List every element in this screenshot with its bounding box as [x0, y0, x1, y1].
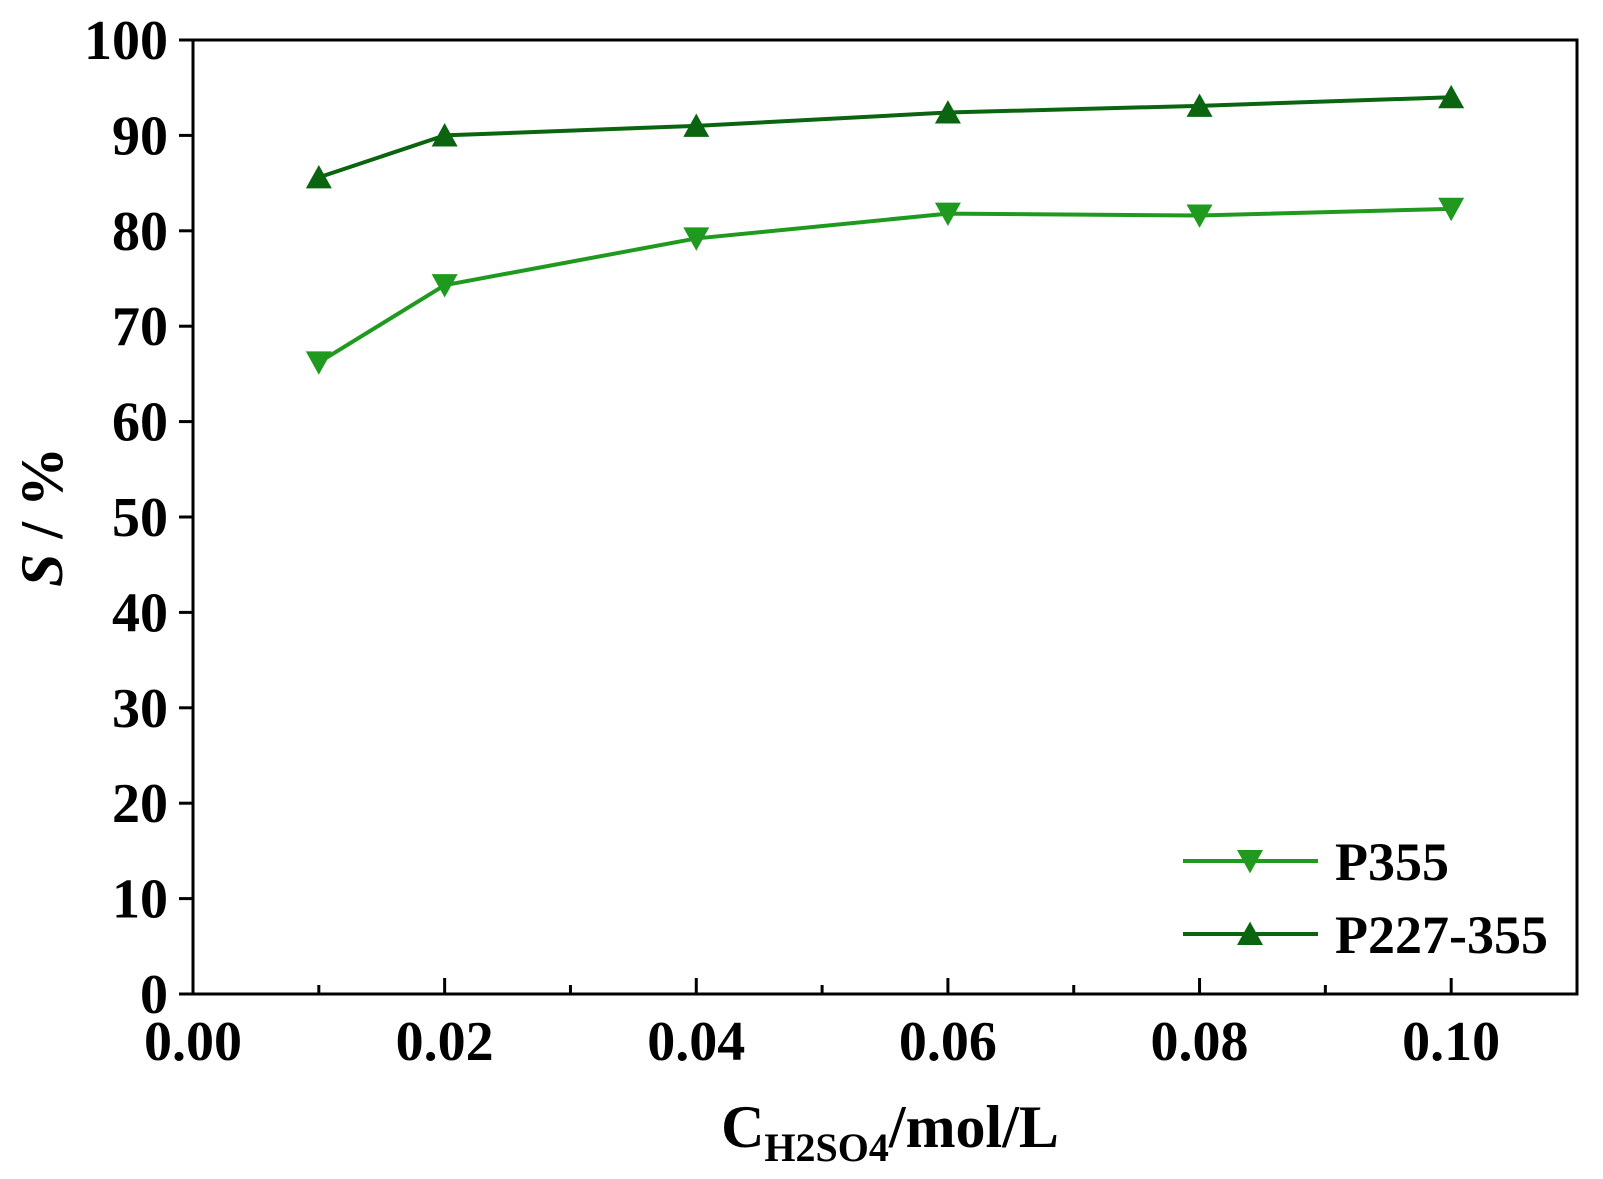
- data-point-p227-355: [934, 100, 961, 124]
- y-tick-label: 80: [112, 201, 168, 263]
- plot-area-frame: [191, 38, 1579, 996]
- data-point-p355: [305, 351, 332, 375]
- data-point-p227-355: [431, 123, 458, 147]
- series-layer: [305, 84, 1465, 375]
- y-tick-label: 50: [112, 487, 168, 549]
- y-axis-ticks: 0 10 20 30 40 50 60 70 80 90 100: [84, 10, 193, 1026]
- legend: P355 P227-355: [1183, 832, 1548, 965]
- y-tick-label: 0: [140, 964, 168, 1026]
- data-point-p227-355: [683, 113, 710, 137]
- x-tick-label: 0.08: [1151, 1011, 1249, 1073]
- legend-marker: [1237, 849, 1263, 874]
- y-tick-label: 10: [112, 869, 168, 931]
- x-axis-label-subscript: H2SO4: [764, 1125, 888, 1170]
- legend-label: P227-355: [1335, 905, 1548, 965]
- data-point-p355: [431, 274, 458, 298]
- x-axis-label-main: C: [721, 1094, 764, 1160]
- data-point-p227-355: [1438, 84, 1465, 109]
- y-tick-label: 30: [112, 678, 168, 740]
- legend-marker: [1237, 921, 1263, 946]
- y-axis-label: S / %: [9, 447, 75, 587]
- y-tick-label: 20: [112, 773, 168, 835]
- data-point-p355: [1186, 204, 1213, 228]
- y-tick-label: 70: [112, 296, 168, 358]
- y-tick-label: 60: [112, 392, 168, 454]
- x-tick-label: 0.06: [899, 1011, 997, 1073]
- x-axis-label-unit: /mol/L: [888, 1094, 1059, 1160]
- data-point-p355: [1438, 197, 1465, 222]
- x-axis-label: CH2SO4/mol/L: [721, 1094, 1059, 1170]
- x-tick-label: 0.02: [396, 1011, 494, 1073]
- x-axis-ticks: 0.00 0.02 0.04 0.06 0.08 0.10: [144, 978, 1500, 1073]
- y-tick-label: 40: [112, 582, 168, 644]
- data-point-p355: [934, 202, 961, 226]
- y-tick-label: 90: [112, 105, 168, 167]
- x-tick-label: 0.04: [647, 1011, 745, 1073]
- y-tick-label: 100: [84, 10, 168, 72]
- data-point-p227-355: [1186, 93, 1213, 117]
- series-line-p227-355: [318, 95, 1452, 180]
- data-point-p227-355: [305, 165, 332, 189]
- y-axis-label-symbol: S: [9, 554, 75, 587]
- x-tick-label: 0.00: [144, 1011, 242, 1073]
- data-point-p355: [683, 227, 710, 251]
- series-line-p355: [317, 206, 1452, 365]
- legend-label: P355: [1335, 832, 1449, 892]
- x-tick-label: 0.10: [1402, 1011, 1500, 1073]
- y-axis-label-unit: / %: [9, 447, 75, 554]
